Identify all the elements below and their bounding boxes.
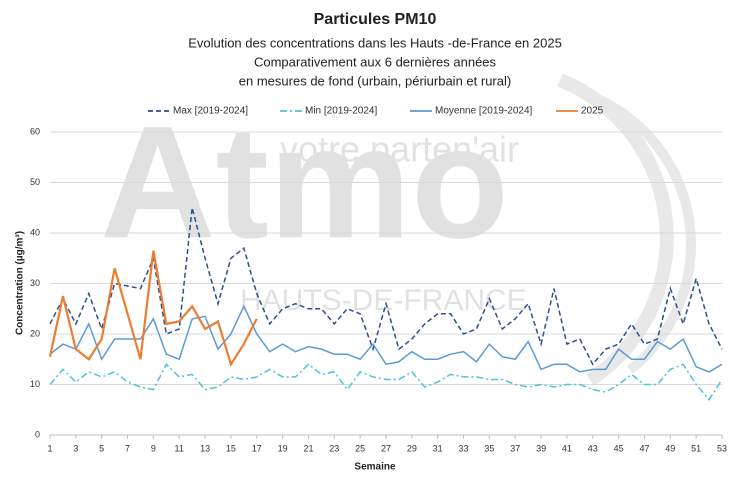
y-tick-label: 0 bbox=[35, 429, 40, 439]
x-tick-label: 9 bbox=[151, 443, 156, 453]
y-axis-label: Concentration (µg/m³) bbox=[15, 231, 26, 335]
x-tick-label: 35 bbox=[484, 443, 494, 453]
x-axis-label: Semaine bbox=[354, 462, 396, 473]
watermark-arc bbox=[557, 73, 674, 386]
chart-subtitle: Comparativement aux 6 dernières années bbox=[254, 54, 497, 69]
chart-subtitle: Evolution des concentrations dans les Ha… bbox=[188, 35, 562, 50]
watermark-arc bbox=[597, 95, 696, 374]
legend-label: Moyenne [2019-2024] bbox=[435, 106, 533, 117]
legend-label: Min [2019-2024] bbox=[305, 106, 377, 117]
y-tick-label: 10 bbox=[30, 379, 40, 389]
chart-title: Particules PM10 bbox=[314, 11, 437, 28]
chart-subtitle: en mesures de fond (urbain, périurbain e… bbox=[239, 73, 511, 88]
x-tick-label: 1 bbox=[47, 443, 52, 453]
x-tick-label: 29 bbox=[407, 443, 417, 453]
watermark-text: votre parten'air bbox=[280, 129, 519, 170]
x-tick-label: 15 bbox=[226, 443, 236, 453]
x-tick-label: 11 bbox=[175, 443, 184, 453]
x-tick-label: 49 bbox=[665, 443, 675, 453]
x-tick-label: 45 bbox=[614, 443, 624, 453]
x-tick-label: 47 bbox=[639, 443, 649, 453]
x-tick-label: 13 bbox=[200, 443, 210, 453]
y-tick-label: 50 bbox=[30, 177, 40, 187]
series-line bbox=[49, 207, 723, 366]
y-tick-label: 30 bbox=[30, 278, 40, 288]
x-tick-label: 25 bbox=[355, 443, 365, 453]
series-line bbox=[48, 250, 258, 367]
x-tick-label: 37 bbox=[510, 443, 520, 453]
x-tick-label: 41 bbox=[562, 443, 572, 453]
x-tick-label: 43 bbox=[588, 443, 598, 453]
x-tick-label: 51 bbox=[691, 443, 701, 453]
x-tick-label: 33 bbox=[459, 443, 469, 453]
x-tick-label: 7 bbox=[125, 443, 130, 453]
x-tick-label: 17 bbox=[252, 443, 262, 453]
x-tick-label: 27 bbox=[381, 443, 391, 453]
watermark: Atmo votre parten'air HAUTS-DE-FRANCE bbox=[100, 73, 696, 386]
x-tick-label: 53 bbox=[717, 443, 727, 453]
y-tick-label: 60 bbox=[30, 126, 40, 136]
series-line bbox=[49, 363, 723, 401]
x-tick-label: 23 bbox=[329, 443, 339, 453]
x-tick-label: 39 bbox=[536, 443, 546, 453]
y-tick-label: 20 bbox=[30, 328, 40, 338]
legend-label: Max [2019-2024] bbox=[173, 106, 248, 117]
y-tick-label: 40 bbox=[30, 227, 40, 237]
legend-label: 2025 bbox=[581, 106, 604, 117]
x-tick-label: 21 bbox=[303, 443, 313, 453]
x-tick-label: 19 bbox=[278, 443, 288, 453]
x-tick-label: 5 bbox=[99, 443, 104, 453]
x-tick-label: 31 bbox=[433, 443, 443, 453]
x-tick-label: 3 bbox=[73, 443, 78, 453]
series-line bbox=[49, 304, 723, 373]
watermark-text: Atmo bbox=[100, 92, 509, 271]
